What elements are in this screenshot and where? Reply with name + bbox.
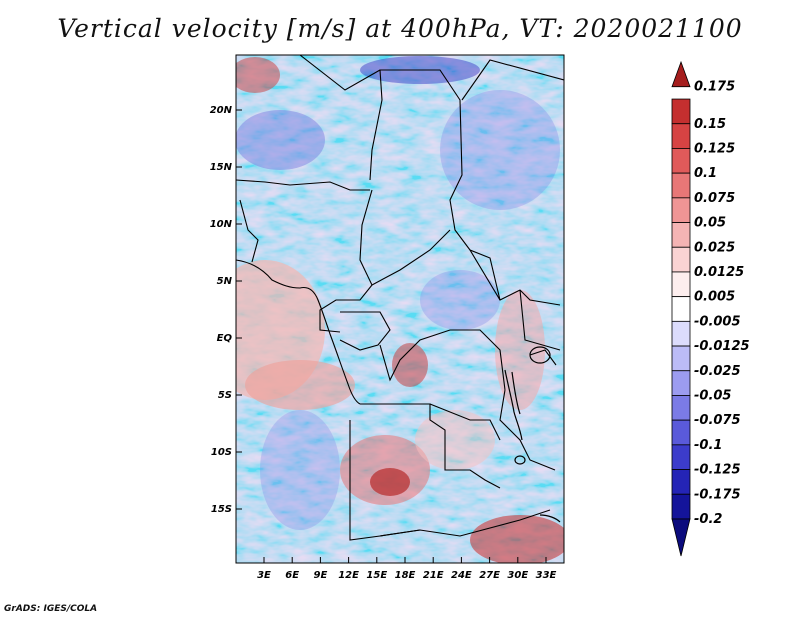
colorbar-label: -0.005 xyxy=(694,314,741,329)
lat-label: 10S xyxy=(211,447,232,458)
colorbar-label: 0.125 xyxy=(694,141,735,156)
downdraft-patch xyxy=(236,110,325,170)
downdraft-patch xyxy=(260,410,340,530)
lon-label: 30E xyxy=(507,570,528,581)
lakes-coast xyxy=(504,346,561,523)
lon-label: 33E xyxy=(536,570,557,581)
country-borders xyxy=(236,55,564,541)
colorbar-label: 0.175 xyxy=(694,80,735,95)
updraft-patch xyxy=(245,360,355,410)
lon-label: 27E xyxy=(479,570,500,581)
colorbar-legend: 0.175 0.15 0.125 0.1 0.075 0.05 0.025 0.0125 0.0… xyxy=(671,60,750,557)
chart-title: Vertical velocity [m/s] at 400hPa, VT: 2… xyxy=(57,14,743,43)
lon-label: 3E xyxy=(257,570,271,581)
colorbar-swatch xyxy=(671,123,691,149)
colorbar-swatch xyxy=(671,493,691,520)
colorbar-label: -0.175 xyxy=(694,487,741,502)
lon-label: 24E xyxy=(451,570,472,581)
colorbar-swatch xyxy=(671,444,691,470)
longitude-axis: 3E 6E 9E 12E 15E 18E 21E 24E 27E 30E 33E xyxy=(257,557,557,581)
colorbar-label: 0.075 xyxy=(694,191,735,206)
lon-label: 12E xyxy=(338,570,359,581)
colorbar-swatch xyxy=(671,419,691,446)
lat-label: 15S xyxy=(211,504,232,515)
colorbar-label: -0.125 xyxy=(694,463,741,478)
lon-label: 15E xyxy=(366,570,387,581)
colorbar-label: 0.1 xyxy=(694,166,717,181)
updraft-patch xyxy=(236,57,280,93)
downdraft-patch xyxy=(440,90,560,210)
colorbar-label: 0.15 xyxy=(694,117,726,132)
lon-label: 6E xyxy=(285,570,299,581)
lat-label: 15N xyxy=(210,162,233,173)
colorbar-swatch xyxy=(671,296,691,322)
colorbar-label: -0.075 xyxy=(694,413,741,428)
lon-label: 18E xyxy=(395,570,416,581)
colorbar-label: 0.005 xyxy=(694,290,735,305)
colorbar-swatch xyxy=(671,148,691,174)
colorbar-label: -0.0125 xyxy=(694,339,750,354)
updraft-patch xyxy=(415,410,495,470)
colorbar-swatch xyxy=(671,518,691,557)
latitude-axis: 20N 15N 10N 5N EQ 5S 10S 15S xyxy=(210,105,242,515)
map-frame xyxy=(235,54,565,564)
colorbar-swatch xyxy=(671,246,691,273)
colorbar-swatch xyxy=(671,370,691,396)
colorbar-label: -0.2 xyxy=(694,512,722,527)
lat-label: 20N xyxy=(210,105,233,116)
lon-label: 9E xyxy=(314,570,328,581)
colorbar-swatch xyxy=(671,320,691,347)
lon-label: 21E xyxy=(423,570,444,581)
updraft-patch xyxy=(392,343,428,387)
updraft-patch xyxy=(470,515,564,563)
lat-label: EQ xyxy=(217,333,233,344)
lat-label: 5S xyxy=(218,390,232,401)
colorbar-label: -0.05 xyxy=(694,388,731,403)
colorbar-label: 0.0125 xyxy=(694,265,744,280)
lat-label: 5N xyxy=(217,276,233,287)
colorbar-swatch xyxy=(671,172,691,199)
colorbar-label: -0.1 xyxy=(694,438,722,453)
colorbar-label: 0.05 xyxy=(694,216,726,231)
colorbar-swatch xyxy=(671,395,691,421)
updraft-patch xyxy=(495,290,545,410)
colorbar-label: -0.025 xyxy=(694,364,741,379)
colorbar-swatch xyxy=(671,98,691,125)
colorbar-swatch xyxy=(671,469,691,495)
colorbar-swatch xyxy=(671,222,691,248)
colorbar-label: 0.025 xyxy=(694,240,735,255)
lat-label: 10N xyxy=(210,219,233,230)
velocity-field xyxy=(236,55,564,563)
colorbar-swatch xyxy=(671,60,691,88)
updraft-patch xyxy=(370,468,410,496)
credit-text: GrADS: IGES/COLA xyxy=(4,604,98,614)
colorbar-swatch xyxy=(671,271,691,298)
colorbar-swatch xyxy=(671,197,691,223)
colorbar-swatch xyxy=(671,345,691,372)
downdraft-patch xyxy=(420,270,500,330)
